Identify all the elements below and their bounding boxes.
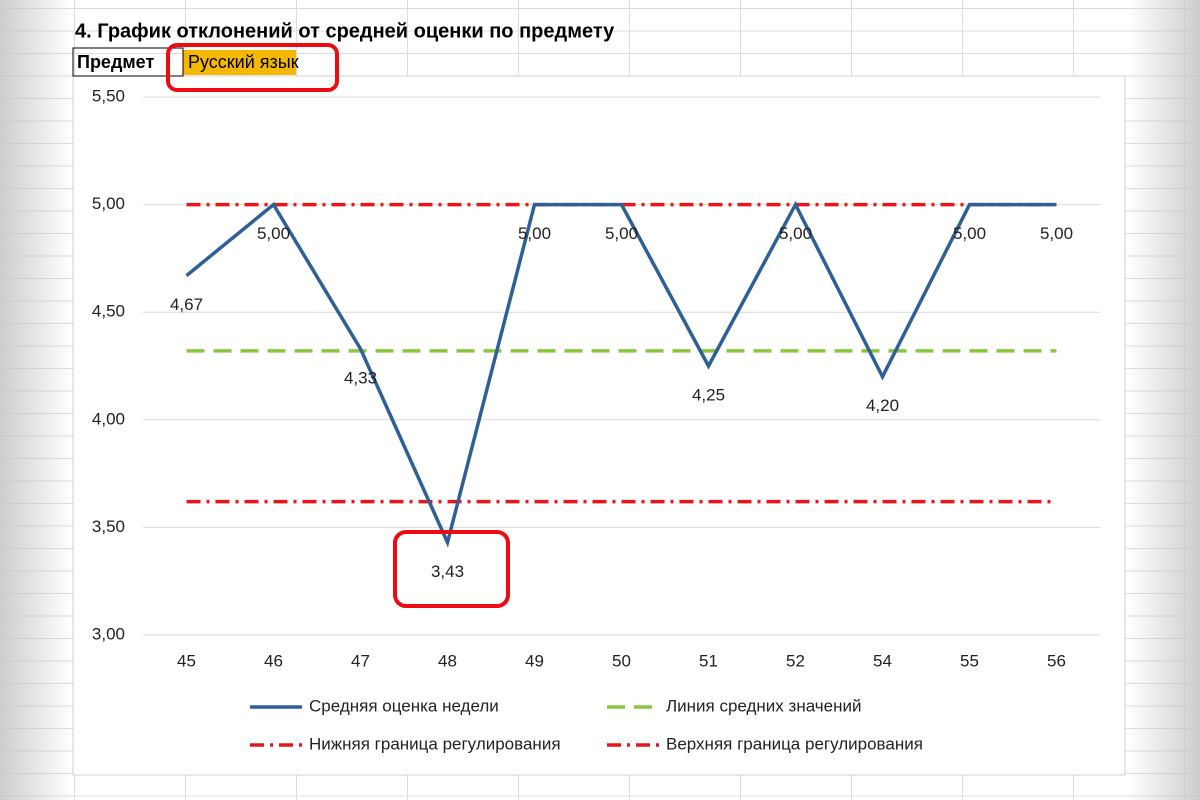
data-label: 5,00	[518, 224, 551, 243]
x-tick-label: 46	[264, 651, 283, 670]
legend-label: Линия средних значений	[666, 696, 861, 715]
y-tick-label: 3,00	[92, 624, 125, 643]
legend-label: Нижняя граница регулирования	[309, 734, 561, 753]
x-tick-label: 52	[786, 651, 805, 670]
x-tick-label: 45	[177, 651, 196, 670]
data-label: 4,67	[170, 295, 203, 314]
legend-label: Верхняя граница регулирования	[666, 734, 923, 753]
legend-label: Средняя оценка недели	[309, 696, 499, 715]
data-label: 4,20	[866, 396, 899, 415]
y-tick-label: 4,00	[92, 409, 125, 428]
y-tick-label: 3,50	[92, 517, 125, 536]
data-label: 4,33	[344, 368, 377, 387]
data-label: 3,43	[431, 562, 464, 581]
data-label: 5,00	[1040, 224, 1073, 243]
subject-value[interactable]: Русский язык	[188, 52, 299, 72]
y-tick-label: 5,50	[92, 86, 125, 105]
data-label: 5,00	[257, 224, 290, 243]
x-tick-label: 49	[525, 651, 544, 670]
x-tick-label: 47	[351, 651, 370, 670]
x-tick-label: 48	[438, 651, 457, 670]
y-tick-label: 5,00	[92, 194, 125, 213]
sheet-title: 4. График отклонений от средней оценки п…	[75, 20, 615, 42]
x-tick-label: 55	[960, 651, 979, 670]
x-tick-label: 51	[699, 651, 718, 670]
data-label: 4,25	[692, 385, 725, 404]
x-tick-label: 56	[1047, 651, 1066, 670]
subject-label: Предмет	[77, 52, 154, 72]
data-label: 5,00	[605, 224, 638, 243]
x-tick-label: 50	[612, 651, 631, 670]
y-tick-label: 4,50	[92, 302, 125, 321]
x-tick-label: 54	[873, 651, 892, 670]
data-label: 5,00	[779, 224, 812, 243]
data-label: 5,00	[953, 224, 986, 243]
